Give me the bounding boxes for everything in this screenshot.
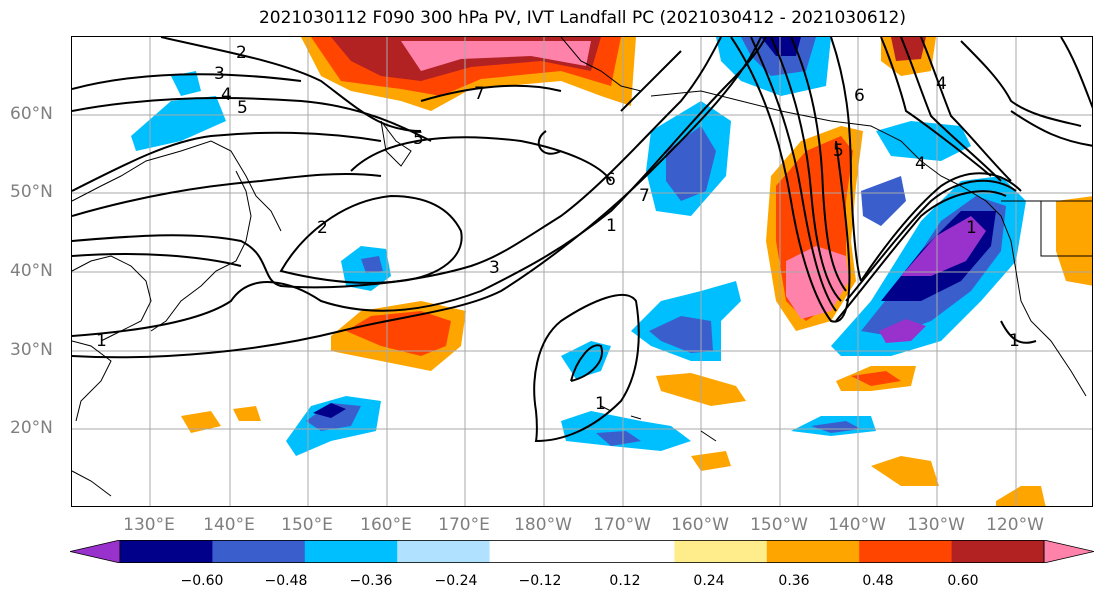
colorbar-segment bbox=[859, 540, 953, 563]
contour-label: 2 bbox=[236, 43, 247, 63]
lon-label: 150°E bbox=[281, 515, 333, 535]
colorbar-tick-label: −0.12 bbox=[518, 573, 562, 589]
contour-label: 4 bbox=[936, 74, 947, 94]
contour-label: 1 bbox=[96, 331, 107, 351]
colorbar-tick-label: −0.36 bbox=[349, 573, 393, 589]
colorbar-segment bbox=[120, 540, 213, 563]
contour-label: 1 bbox=[1009, 331, 1020, 351]
lat-label-20n: 20°N bbox=[10, 418, 53, 438]
colorbar-border bbox=[119, 540, 1045, 563]
colorbar-tick-label: −0.60 bbox=[180, 573, 224, 589]
colorbar-extend-max bbox=[1043, 540, 1094, 563]
lon-label: 140°E bbox=[203, 515, 255, 535]
contour-labels: 1 2 3 4 5 5 6 7 7 6 5 4 3 2 1 1 1 1 4 bbox=[96, 43, 1020, 414]
colorbar-segment bbox=[212, 540, 306, 563]
lon-label: 170°W bbox=[593, 515, 651, 535]
pv-contours bbox=[72, 37, 1092, 443]
lat-label-50n: 50°N bbox=[10, 182, 53, 202]
map-svg: 1 2 3 4 5 5 6 7 7 6 5 4 3 2 1 1 1 1 4 bbox=[72, 37, 1092, 506]
contour-label: 3 bbox=[214, 64, 225, 84]
colorbar-segment bbox=[951, 540, 1045, 563]
colorbar-tick-label: −0.24 bbox=[434, 573, 478, 589]
colorbar-segment bbox=[304, 540, 398, 563]
contour-label: 3 bbox=[489, 258, 500, 278]
contour-label: 2 bbox=[317, 218, 328, 238]
colorbar-extend-min bbox=[70, 540, 121, 563]
lon-label: 150°W bbox=[750, 515, 808, 535]
colorbar-segment bbox=[489, 540, 583, 563]
lon-label: 140°W bbox=[828, 515, 886, 535]
contour-label: 1 bbox=[606, 216, 617, 236]
lat-label-40n: 40°N bbox=[10, 261, 53, 281]
contour-label: 1 bbox=[595, 394, 606, 414]
map-title: 2021030112 F090 300 hPa PV, IVT Landfall… bbox=[258, 8, 906, 28]
lon-label: 170°E bbox=[438, 515, 490, 535]
colorbar-tick-label: 0.12 bbox=[609, 573, 641, 589]
contour-label: 5 bbox=[833, 141, 844, 161]
contour-label: 6 bbox=[605, 170, 616, 190]
colorbar-tick-label: 0.60 bbox=[947, 573, 979, 589]
graticule bbox=[72, 37, 1092, 506]
colorbar-segments bbox=[70, 540, 1094, 563]
map-panel: 1 2 3 4 5 5 6 7 7 6 5 4 3 2 1 1 1 1 4 bbox=[71, 36, 1093, 507]
colorbar-segment bbox=[582, 540, 675, 563]
lat-label-30n: 30°N bbox=[10, 340, 53, 360]
lat-label-60n: 60°N bbox=[10, 104, 53, 124]
colorbar-segment bbox=[766, 540, 860, 563]
contour-label: 1 bbox=[966, 218, 977, 238]
lon-label: 180°W bbox=[514, 515, 572, 535]
lon-label: 160°E bbox=[360, 515, 412, 535]
lon-label: 160°W bbox=[671, 515, 729, 535]
colorbar-tick-label: 0.24 bbox=[693, 573, 725, 589]
colorbar-segment bbox=[674, 540, 768, 563]
contour-label: 7 bbox=[639, 186, 650, 206]
colorbar-tick-label: 0.36 bbox=[778, 573, 810, 589]
colorbar bbox=[70, 540, 1094, 563]
lon-label: 130°E bbox=[123, 515, 175, 535]
lon-label: 120°W bbox=[986, 515, 1044, 535]
contour-label: 7 bbox=[474, 84, 485, 104]
colorbar-tick-label: −0.48 bbox=[264, 573, 308, 589]
colorbar-tick-label: 0.48 bbox=[862, 573, 894, 589]
contour-label: 5 bbox=[237, 98, 248, 118]
coastlines bbox=[72, 37, 1092, 497]
contour-label: 5 bbox=[413, 129, 424, 149]
contour-label: 4 bbox=[915, 154, 926, 174]
contour-label: 6 bbox=[854, 86, 865, 106]
colorbar-segment bbox=[397, 540, 491, 563]
lon-label: 130°W bbox=[907, 515, 965, 535]
contour-label: 4 bbox=[221, 85, 232, 105]
